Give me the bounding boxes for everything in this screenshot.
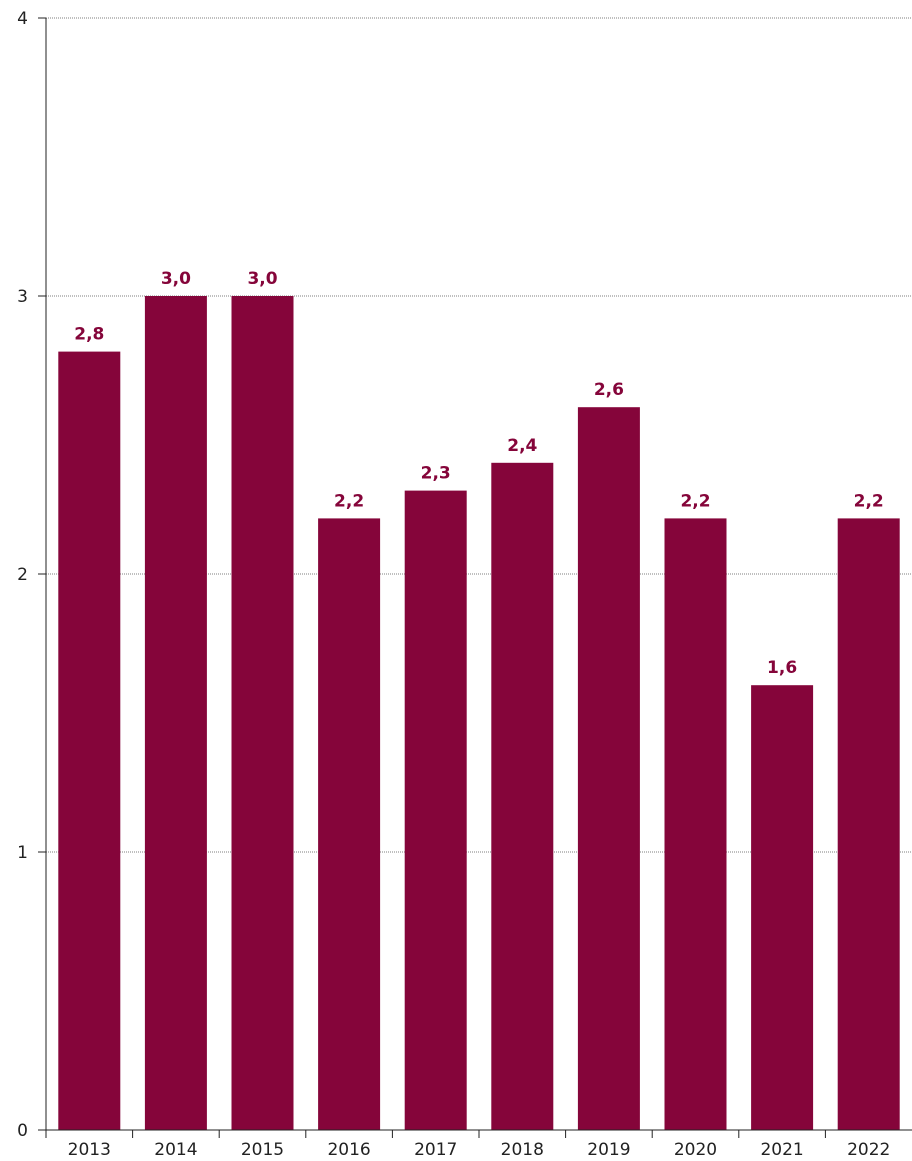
bar-2017	[404, 490, 467, 1131]
y-tick-label: 0	[17, 1121, 28, 1141]
bars	[58, 296, 900, 1131]
x-tick-label-2019: 2019	[587, 1140, 630, 1160]
value-label-2015: 3,0	[247, 269, 277, 289]
x-tick-label-2016: 2016	[327, 1140, 370, 1160]
y-tick-label: 2	[17, 565, 28, 585]
y-tick-label: 3	[17, 287, 28, 307]
x-tick-label-2018: 2018	[501, 1140, 544, 1160]
value-label-2022: 2,2	[854, 491, 884, 511]
value-label-2021: 1,6	[767, 658, 797, 678]
x-tick-label-2013: 2013	[68, 1140, 111, 1160]
bar-2018	[491, 462, 554, 1130]
bar-2014	[144, 296, 207, 1130]
bar-2021	[751, 685, 814, 1130]
value-label-2020: 2,2	[680, 491, 710, 511]
x-tick-label-2021: 2021	[760, 1140, 803, 1160]
bar-2013	[58, 351, 121, 1131]
x-tick-label-2020: 2020	[674, 1140, 717, 1160]
value-label-2019: 2,6	[594, 380, 624, 400]
x-tick-label-2015: 2015	[241, 1140, 284, 1160]
value-label-2014: 3,0	[161, 269, 191, 289]
labels: 0 1 2 3 4 2,8 2013 3,0 2014 3,0 2015 2,2 2016 2,3 2017…	[17, 9, 890, 1160]
x-tick-label-2017: 2017	[414, 1140, 457, 1160]
y-tick-label: 1	[17, 843, 28, 863]
x-tick-label-2014: 2014	[154, 1140, 197, 1160]
bar-2015	[231, 296, 294, 1130]
y-tick-label: 4	[17, 9, 28, 29]
value-label-2013: 2,8	[74, 325, 104, 345]
x-tick-label-2022: 2022	[847, 1140, 890, 1160]
bar-2016	[318, 518, 381, 1130]
value-label-2018: 2,4	[507, 436, 537, 456]
bar-2019	[577, 407, 640, 1130]
value-label-2017: 2,3	[421, 464, 451, 484]
bar-2022	[837, 518, 900, 1130]
bar-2020	[664, 518, 727, 1130]
value-label-2016: 2,2	[334, 491, 364, 511]
